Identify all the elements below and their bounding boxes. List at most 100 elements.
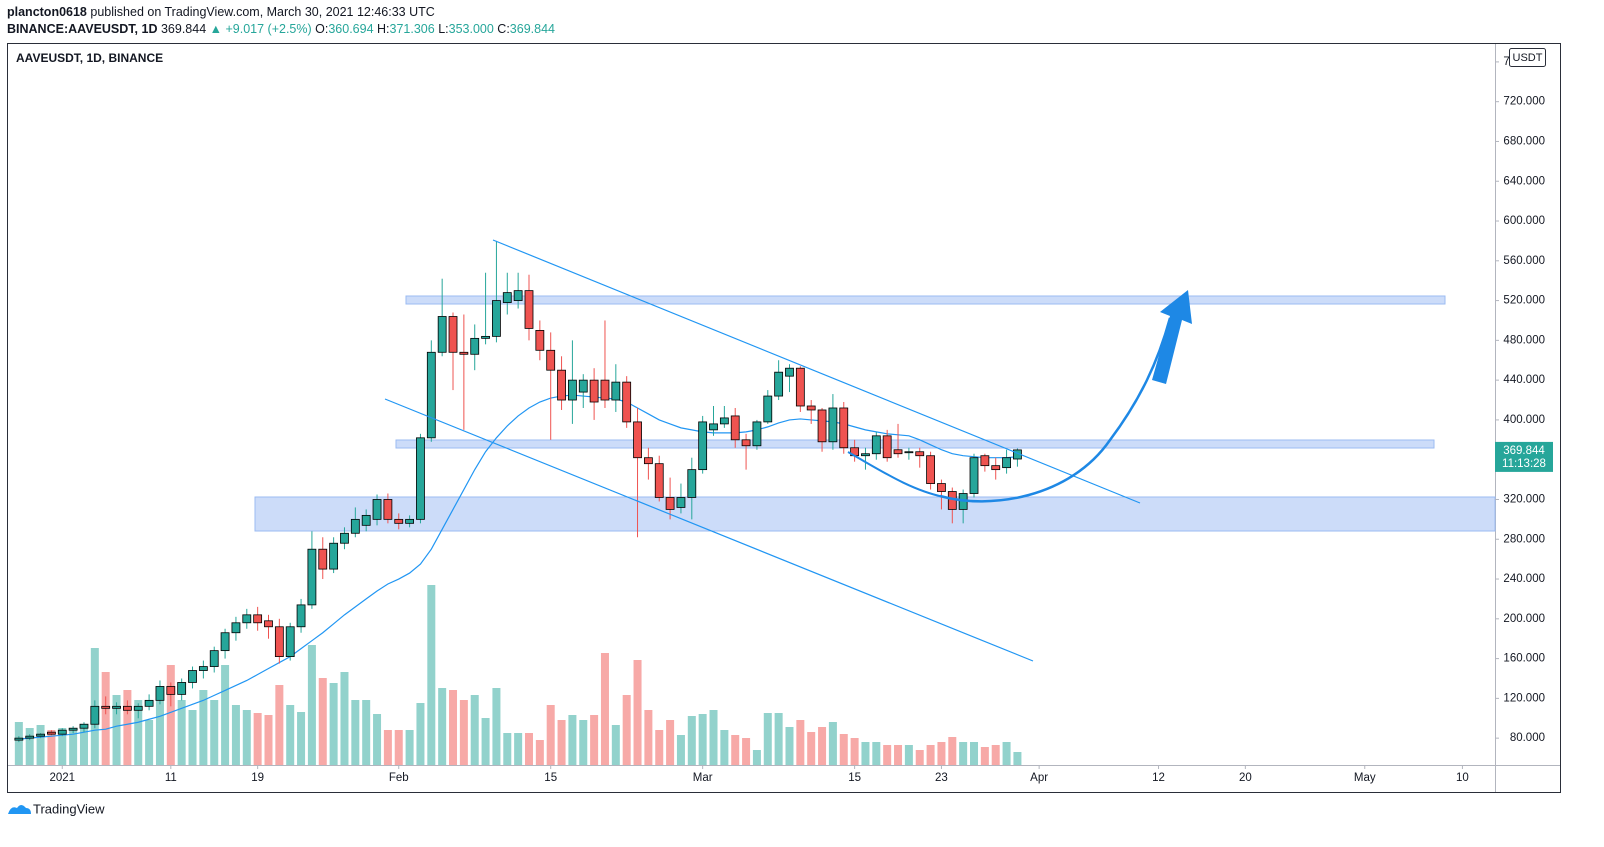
moving-average bbox=[18, 394, 1018, 740]
l-label: L: bbox=[438, 22, 449, 36]
candle-body bbox=[709, 423, 718, 431]
candle-body bbox=[774, 371, 784, 397]
volume-bar bbox=[253, 713, 262, 765]
candle-body bbox=[220, 632, 230, 652]
x-tick-label: 11 bbox=[165, 772, 177, 784]
volume-bar bbox=[579, 720, 588, 765]
volume-bar bbox=[459, 700, 468, 765]
volume-layer bbox=[14, 585, 1022, 765]
volume-bar bbox=[666, 720, 675, 765]
trend-drawings bbox=[384, 239, 1192, 662]
candle-body bbox=[969, 457, 979, 494]
candle-body bbox=[122, 705, 132, 711]
candle-body bbox=[329, 542, 339, 570]
candle-body bbox=[36, 733, 45, 737]
candle-body bbox=[361, 514, 371, 526]
candle-body bbox=[568, 379, 577, 401]
volume-bar bbox=[709, 710, 718, 765]
volume-bar bbox=[492, 688, 501, 765]
candle-body bbox=[926, 455, 935, 484]
candle-body bbox=[68, 727, 78, 731]
volume-bar bbox=[58, 728, 67, 765]
candle-body bbox=[405, 518, 414, 524]
candle-body bbox=[242, 614, 252, 624]
candle-body bbox=[274, 626, 284, 658]
volume-bar bbox=[731, 735, 740, 765]
y-tick-label: 480.000 bbox=[1503, 334, 1545, 346]
candle-body bbox=[133, 705, 143, 711]
candle-body bbox=[112, 705, 121, 709]
candle-body bbox=[611, 381, 621, 401]
volume-bar bbox=[286, 705, 295, 765]
y-tick-label: 400.000 bbox=[1503, 414, 1545, 426]
volume-bar bbox=[123, 690, 132, 765]
candle-body bbox=[470, 337, 480, 355]
candle-body bbox=[665, 497, 675, 510]
volume-bar bbox=[329, 683, 338, 765]
volume-bar bbox=[959, 742, 968, 765]
volume-bar bbox=[362, 700, 371, 765]
volume-bar bbox=[221, 665, 230, 765]
volume-bar bbox=[1013, 752, 1022, 765]
volume-bar bbox=[894, 745, 903, 765]
candle-body bbox=[481, 335, 490, 339]
candle-body bbox=[166, 686, 176, 695]
x-axis: 2021 11 19 Feb 15 Mar 15 23 Apr 12 20 May 10 bbox=[49, 765, 1469, 784]
trend-line bbox=[384, 398, 1034, 662]
candle-body bbox=[795, 367, 805, 407]
candle-body bbox=[296, 604, 306, 628]
logo-icon bbox=[8, 805, 31, 814]
o-value: 360.694 bbox=[328, 22, 374, 36]
candle-body bbox=[633, 421, 642, 459]
candle-body bbox=[307, 548, 317, 606]
candle-body bbox=[643, 457, 653, 465]
x-tick-label: Apr bbox=[1030, 772, 1048, 784]
volume-bar bbox=[47, 730, 56, 765]
candle-body bbox=[177, 682, 187, 695]
volume-bar bbox=[318, 678, 327, 765]
volume-bar bbox=[600, 653, 609, 765]
volume-bar bbox=[177, 700, 186, 765]
x-tick-label: May bbox=[1354, 772, 1376, 784]
candle-body bbox=[980, 455, 990, 467]
volume-bar bbox=[231, 705, 240, 765]
candle-body bbox=[198, 666, 208, 671]
candle-body bbox=[502, 292, 512, 303]
c-value: 369.844 bbox=[509, 22, 555, 36]
volume-bar bbox=[611, 725, 620, 765]
candle-body bbox=[719, 417, 729, 425]
volume-bar bbox=[687, 716, 696, 765]
candle-body bbox=[253, 614, 263, 624]
candle-body bbox=[57, 729, 67, 735]
candle-body bbox=[676, 497, 686, 508]
c-label: C: bbox=[497, 22, 510, 36]
candle-body bbox=[622, 381, 632, 423]
candle-body bbox=[383, 499, 393, 520]
volume-bar bbox=[742, 738, 751, 765]
x-tick-label: 15 bbox=[544, 772, 557, 784]
volume-bar bbox=[242, 710, 251, 765]
volume-bar bbox=[622, 695, 631, 765]
candle-body bbox=[904, 451, 914, 454]
candle-body bbox=[785, 367, 794, 377]
h-label: H: bbox=[377, 22, 390, 36]
candle-body bbox=[535, 330, 545, 351]
volume-bar bbox=[79, 725, 88, 765]
candle-body bbox=[188, 670, 197, 683]
volume-bar bbox=[948, 737, 957, 765]
volume-bar bbox=[633, 660, 642, 765]
volume-bar bbox=[861, 742, 870, 765]
x-tick-label: 20 bbox=[1239, 772, 1252, 784]
volume-bar bbox=[557, 720, 566, 765]
candle-body bbox=[578, 379, 588, 393]
candle-body bbox=[763, 395, 773, 423]
volume-bar bbox=[883, 745, 892, 765]
candle-body bbox=[14, 737, 24, 741]
zone bbox=[254, 496, 1496, 532]
volume-bar bbox=[427, 585, 436, 765]
candle-body bbox=[871, 435, 881, 455]
candle-body bbox=[209, 650, 219, 667]
candle-body bbox=[687, 469, 697, 498]
candle-body bbox=[861, 453, 870, 457]
